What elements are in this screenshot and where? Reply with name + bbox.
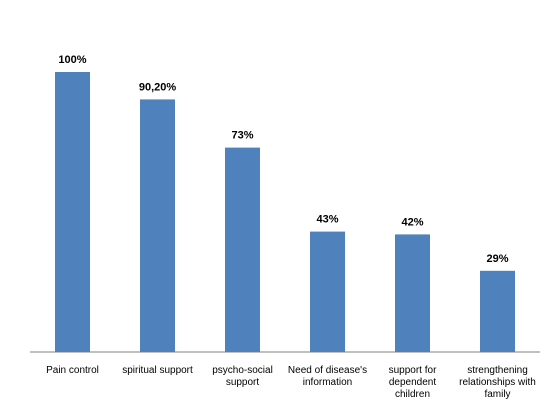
category-label-4-line-2: children [395, 389, 430, 400]
bar-2 [225, 147, 260, 352]
category-label-group: Pain control spiritual support psycho-soci… [46, 365, 536, 400]
category-label-1: spiritual support [122, 365, 193, 376]
category-label-1-line-0: spiritual support [122, 365, 193, 376]
category-label-2-line-0: psycho-social [212, 365, 273, 376]
bar-3 [310, 231, 345, 352]
category-label-3: Need of disease's information [288, 365, 367, 388]
data-label-4: 42% [401, 216, 423, 228]
category-label-0-line-0: Pain control [46, 365, 99, 376]
bar-0 [55, 72, 90, 352]
category-label-5-line-2: family [484, 389, 510, 400]
category-label-4-line-1: dependent [389, 377, 436, 388]
category-label-4: support for dependent children [389, 365, 437, 400]
category-label-2: psycho-social support [212, 365, 273, 388]
category-label-0: Pain control [46, 365, 99, 376]
data-label-0: 100% [58, 54, 86, 66]
bar-5 [480, 270, 515, 352]
category-label-2-line-1: support [226, 377, 260, 388]
bar-1 [140, 99, 175, 353]
category-label-3-line-0: Need of disease's [288, 365, 367, 376]
bar-group [55, 72, 515, 353]
data-label-1: 90,20% [139, 81, 177, 93]
data-label-5: 29% [486, 253, 508, 265]
category-label-5: strengthening relationships with family [459, 365, 536, 400]
category-label-5-line-1: relationships with [459, 377, 536, 388]
data-label-group: 100% 90,20% 73% 43% 42% 29% [58, 54, 508, 265]
bar-4 [395, 234, 430, 352]
category-label-4-line-0: support for [389, 365, 437, 376]
data-label-2: 73% [231, 130, 253, 142]
data-label-3: 43% [316, 214, 338, 226]
category-label-3-line-1: information [303, 377, 352, 388]
category-label-5-line-0: strengthening [467, 365, 528, 376]
